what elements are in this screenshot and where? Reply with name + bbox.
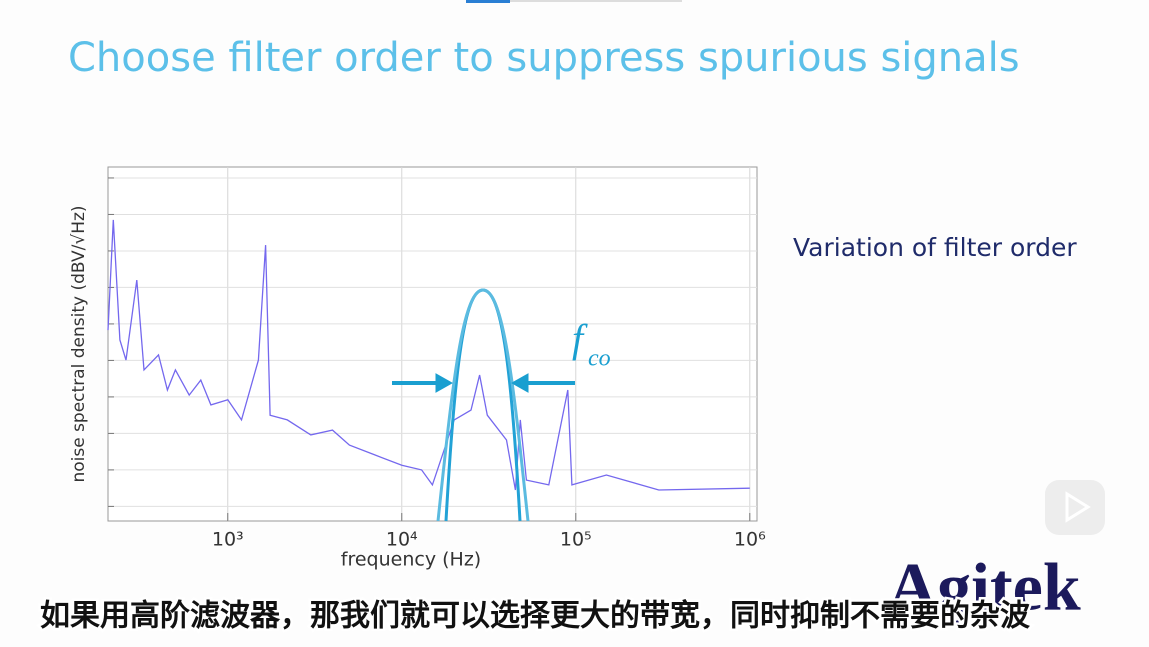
x-tick-label: 10⁶ xyxy=(734,529,766,551)
y-axis-label: noise spectral density (dBV/√Hz) xyxy=(69,205,89,482)
x-tick-label: 10⁵ xyxy=(560,529,592,551)
slide-title: Choose filter order to suppress spurious… xyxy=(68,35,1020,81)
progress-marker xyxy=(466,0,510,3)
cutoff-arrows xyxy=(392,373,575,393)
x-tick-label: 10⁴ xyxy=(386,529,418,551)
play-icon xyxy=(1065,491,1091,523)
annotation-subscript: co xyxy=(588,346,611,372)
noise-line xyxy=(107,219,750,491)
x-tick-label: 10³ xyxy=(212,529,244,551)
x-axis-label: frequency (Hz) xyxy=(341,549,481,571)
progress-track xyxy=(510,0,682,2)
caption: 如果用高阶滤波器，那我们就可以选择更大的带宽，同时抑制不需要的杂波 xyxy=(40,599,1031,634)
logo: Agitek xyxy=(888,549,1081,625)
side-text: Variation of filter order xyxy=(793,233,1077,262)
plot-frame xyxy=(107,166,758,522)
play-badge[interactable] xyxy=(1045,480,1105,535)
filter-curve-low xyxy=(436,288,530,522)
